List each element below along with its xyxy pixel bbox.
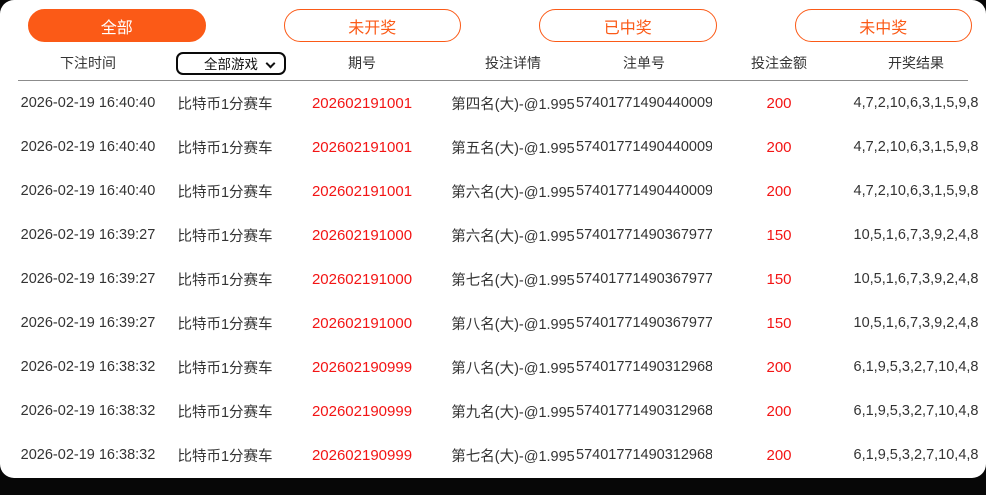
bet-time-cell: 2026-02-19 16:38:32 (20, 359, 156, 375)
table-row: 2026-02-19 16:38:32 比特币1分赛车 202602190999… (0, 345, 986, 389)
filter-lost-button[interactable]: 未中奖 (794, 9, 972, 42)
period-cell: 202602191001 (311, 182, 413, 200)
period-cell: 202602191000 (311, 314, 413, 332)
period-cell: 202602190999 (311, 402, 413, 420)
order-no-cell: 5740177149044000961 (576, 95, 712, 111)
table-row: 2026-02-19 16:38:32 比特币1分赛车 202602190999… (0, 433, 986, 477)
bet-detail-cell: 第六名(大)-@1.995 (451, 228, 575, 245)
game-name-cell: 比特币1分赛车 (177, 96, 273, 113)
page-background-strip (0, 478, 986, 495)
game-name-cell: 比特币1分赛车 (177, 272, 273, 289)
bet-detail-cell: 第八名(大)-@1.995 (451, 316, 575, 333)
table-body: 2026-02-19 16:40:40 比特币1分赛车 202602191001… (0, 81, 986, 477)
bet-time-cell: 2026-02-19 16:39:27 (20, 315, 156, 331)
game-name-cell: 比特币1分赛车 (177, 316, 273, 333)
game-name-cell: 比特币1分赛车 (177, 448, 273, 465)
header-game-filter: 全部游戏 (176, 51, 286, 75)
bet-amount-cell: 200 (766, 138, 792, 156)
bet-amount-cell: 150 (766, 314, 792, 332)
header-order-no: 注单号 (623, 55, 665, 71)
table-row: 2026-02-19 16:40:40 比特币1分赛车 202602191001… (0, 125, 986, 169)
period-cell: 202602190999 (311, 358, 413, 376)
header-bet-time: 下注时间 (60, 55, 116, 71)
table-row: 2026-02-19 16:39:27 比特币1分赛车 202602191000… (0, 257, 986, 301)
bet-detail-cell: 第四名(大)-@1.995 (451, 96, 575, 113)
bet-history-card: 全部 未开奖 已中奖 未中奖 下注时间 全部游戏 期号 投注详情 注单号 投注金… (0, 0, 986, 478)
bet-amount-cell: 200 (766, 94, 792, 112)
game-name-cell: 比特币1分赛车 (177, 360, 273, 377)
period-cell: 202602191000 (311, 226, 413, 244)
bet-time-cell: 2026-02-19 16:40:40 (20, 183, 156, 199)
order-no-cell: 5740177149044000910 (576, 183, 712, 199)
filter-won-button[interactable]: 已中奖 (539, 9, 717, 42)
table-row: 2026-02-19 16:39:27 比特币1分赛车 202602191000… (0, 213, 986, 257)
bet-amount-cell: 200 (766, 358, 792, 376)
order-no-cell: 5740177149031296892 (576, 403, 712, 419)
table-row: 2026-02-19 16:38:32 比特币1分赛车 202602190999… (0, 389, 986, 433)
order-no-cell: 5740177149031296870 (576, 447, 712, 463)
bet-time-cell: 2026-02-19 16:38:32 (20, 447, 156, 463)
draw-result-cell: 10,5,1,6,7,3,9,2,4,8 (853, 271, 979, 287)
filter-all-button[interactable]: 全部 (28, 9, 206, 42)
game-name-cell: 比特币1分赛车 (177, 140, 273, 157)
bet-detail-cell: 第九名(大)-@1.995 (451, 404, 575, 421)
bet-detail-cell: 第六名(大)-@1.995 (451, 184, 575, 201)
header-draw-result: 开奖结果 (888, 55, 944, 71)
bet-amount-cell: 200 (766, 182, 792, 200)
game-name-cell: 比特币1分赛车 (177, 184, 273, 201)
order-no-cell: 5740177149031296811 (576, 359, 712, 375)
game-filter-selected-value: 全部游戏 (204, 57, 258, 72)
period-cell: 202602191001 (311, 94, 413, 112)
bet-amount-cell: 200 (766, 402, 792, 420)
draw-result-cell: 4,7,2,10,6,3,1,5,9,8 (853, 139, 979, 155)
table-row: 2026-02-19 16:40:40 比特币1分赛车 202602191001… (0, 81, 986, 125)
header-period: 期号 (348, 55, 376, 71)
order-no-cell: 5740177149036797771 (576, 271, 712, 287)
table-header: 下注时间 全部游戏 期号 投注详情 注单号 投注金额 开奖结果 (0, 46, 986, 80)
period-cell: 202602191001 (311, 138, 413, 156)
bet-detail-cell: 第五名(大)-@1.995 (451, 140, 575, 157)
bet-detail-cell: 第七名(大)-@1.995 (451, 448, 575, 465)
bet-amount-cell: 150 (766, 270, 792, 288)
bet-time-cell: 2026-02-19 16:40:40 (20, 95, 156, 111)
table-row: 2026-02-19 16:40:40 比特币1分赛车 202602191001… (0, 169, 986, 213)
order-no-cell: 5740177149036797740 (576, 227, 712, 243)
bet-detail-cell: 第八名(大)-@1.995 (451, 360, 575, 377)
table-row: 2026-02-19 16:39:27 比特币1分赛车 202602191000… (0, 301, 986, 345)
draw-result-cell: 10,5,1,6,7,3,9,2,4,8 (853, 315, 979, 331)
bet-detail-cell: 第七名(大)-@1.995 (451, 272, 575, 289)
draw-result-cell: 4,7,2,10,6,3,1,5,9,8 (853, 183, 979, 199)
order-no-cell: 5740177149044000942 (576, 139, 712, 155)
header-bet-detail: 投注详情 (485, 55, 541, 71)
game-name-cell: 比特币1分赛车 (177, 228, 273, 245)
header-divider (18, 80, 968, 81)
draw-result-cell: 6,1,9,5,3,2,7,10,4,8 (853, 403, 979, 419)
bet-time-cell: 2026-02-19 16:39:27 (20, 271, 156, 287)
period-cell: 202602190999 (311, 446, 413, 464)
period-cell: 202602191000 (311, 270, 413, 288)
filter-bar: 全部 未开奖 已中奖 未中奖 (0, 0, 986, 42)
chevron-down-icon (265, 58, 276, 68)
bet-time-cell: 2026-02-19 16:39:27 (20, 227, 156, 243)
filter-undrawn-button[interactable]: 未开奖 (283, 9, 461, 42)
draw-result-cell: 4,7,2,10,6,3,1,5,9,8 (853, 95, 979, 111)
draw-result-cell: 6,1,9,5,3,2,7,10,4,8 (853, 447, 979, 463)
game-filter-select[interactable]: 全部游戏 (176, 51, 286, 75)
bet-amount-cell: 200 (766, 446, 792, 464)
bet-time-cell: 2026-02-19 16:40:40 (20, 139, 156, 155)
bet-amount-cell: 150 (766, 226, 792, 244)
header-bet-amount: 投注金额 (751, 55, 807, 71)
game-name-cell: 比特币1分赛车 (177, 404, 273, 421)
draw-result-cell: 6,1,9,5,3,2,7,10,4,8 (853, 359, 979, 375)
draw-result-cell: 10,5,1,6,7,3,9,2,4,8 (853, 227, 979, 243)
order-no-cell: 5740177149036797732 (576, 315, 712, 331)
bet-time-cell: 2026-02-19 16:38:32 (20, 403, 156, 419)
